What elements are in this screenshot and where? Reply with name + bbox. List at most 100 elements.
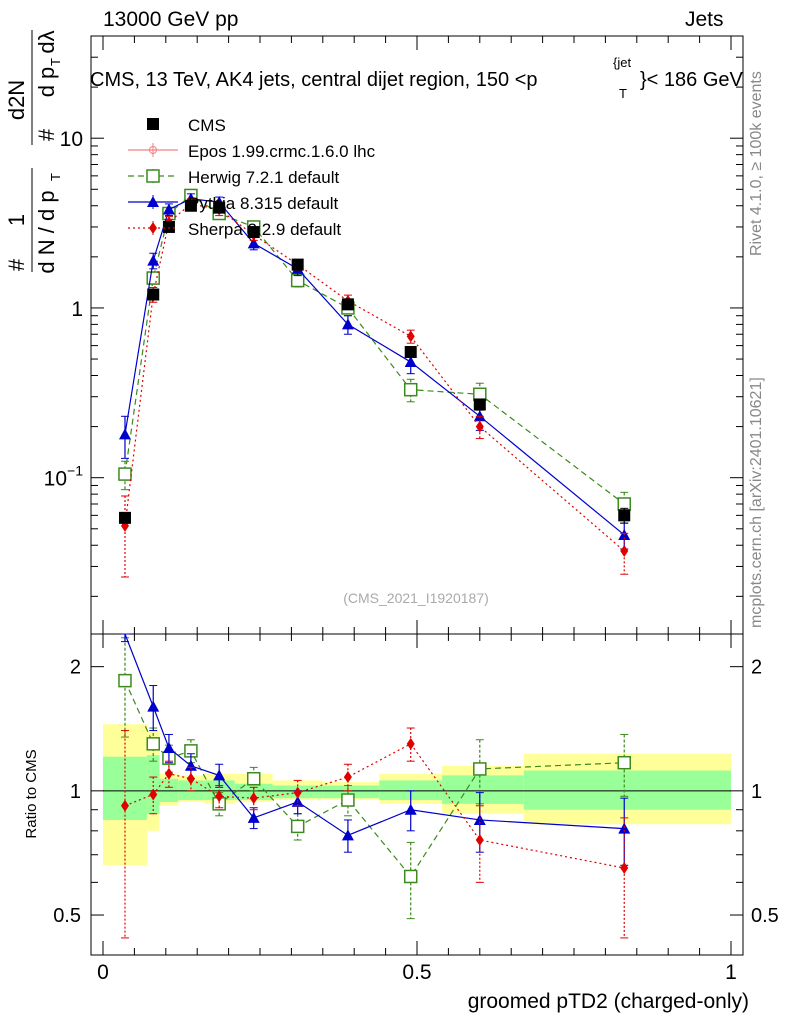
- main-series-pythia: [118, 192, 631, 550]
- legend-entry-herwig: Herwig 7.2.1 default: [128, 168, 339, 187]
- main-point-pythia: [247, 237, 260, 249]
- ratio-point-sherpa: [293, 786, 302, 799]
- ratio-xtick-label: 0: [97, 961, 109, 984]
- main-line-sherpa: [124, 203, 625, 552]
- main-point-data: [291, 258, 304, 271]
- band-inner-7: [322, 785, 380, 799]
- plot-title-sub: T: [619, 86, 627, 101]
- ylabel-den2: d p: [34, 67, 59, 98]
- ratio-xtick-label: 1: [725, 961, 737, 984]
- ratio-ytick-label-left: 1: [70, 781, 81, 803]
- ratio-point-herwig: [146, 737, 160, 751]
- legend-marker-pythia: [147, 196, 159, 207]
- legend-label-herwig: Herwig 7.2.1 default: [188, 168, 339, 187]
- main-point-data: [162, 220, 175, 233]
- ratio-point-sherpa: [215, 790, 224, 803]
- ratio-point-herwig: [617, 755, 631, 770]
- ylabel-den1: d N / d p: [34, 190, 59, 273]
- main-point-pythia: [118, 428, 131, 440]
- ratio-xtick-label: 0.5: [402, 961, 431, 984]
- main-point-data: [341, 298, 354, 311]
- main-point-data: [147, 288, 160, 301]
- legend-entry-epos: Epos 1.99.crmc.1.6.0 lhc: [128, 142, 376, 161]
- plot-title-end: }< 186 GeV: [640, 69, 744, 91]
- ylabel-sub2: T: [48, 58, 63, 66]
- legend-marker-sherpa: [149, 222, 157, 234]
- ratio-point-herwig: [341, 793, 355, 807]
- ratio-ytick-label-right: 2: [751, 657, 762, 679]
- ratio-point-pythia: [247, 811, 260, 823]
- main-point-sherpa: [620, 544, 629, 557]
- main-point-data: [247, 226, 260, 239]
- ylabel-sub1: T: [48, 173, 63, 181]
- ratio-point-pythia: [147, 700, 160, 712]
- ratio-point-sherpa: [620, 862, 629, 875]
- main-point-herwig: [403, 382, 418, 397]
- ratio-point-herwig: [473, 762, 487, 776]
- legend-entry-sherpa: Sherpa 2.2.9 default: [128, 220, 341, 239]
- main-ytick-exponent: −1: [67, 463, 83, 479]
- legend-entry-pythia: Pythia 8.315 default: [128, 194, 339, 213]
- ratio-point-sherpa: [343, 771, 352, 784]
- ylabel-den2b: dλ: [34, 30, 59, 53]
- ylabel-mid2: #: [34, 128, 59, 141]
- ratio-series-sherpa: [120, 727, 629, 939]
- ratio-ytick-label-right: 1: [751, 781, 762, 803]
- legend-label-epos: Epos 1.99.crmc.1.6.0 lhc: [188, 142, 376, 161]
- ratio-point-sherpa: [186, 772, 195, 785]
- ratio-point-pythia: [213, 769, 226, 781]
- main-ytick-label: 10: [60, 128, 83, 151]
- plot-title-sup: {jet: [613, 55, 631, 70]
- main-point-data: [184, 199, 197, 212]
- band-inner-3: [178, 780, 204, 801]
- ratio-y-axis-label: Ratio to CMS: [23, 749, 40, 838]
- ratio-ytick-label-right: 0.5: [751, 905, 779, 927]
- main-point-pythia: [341, 318, 354, 330]
- x-axis-label: groomed pTD2 (charged-only): [468, 990, 749, 1013]
- main-ytick-label: 10: [44, 468, 67, 491]
- analysis-watermark: (CMS_2021_I1920187): [343, 590, 489, 606]
- ratio-point-sherpa: [120, 799, 129, 812]
- ratio-ytick-label-left: 2: [70, 657, 81, 679]
- main-ytick-label: 1: [71, 298, 83, 321]
- main-point-data: [404, 346, 417, 359]
- band-inner-10: [523, 770, 731, 810]
- ylabel-num1: 1: [4, 214, 29, 226]
- band-inner-9: [442, 775, 524, 804]
- ratio-point-pythia: [341, 829, 354, 841]
- ratio-point-sherpa: [164, 767, 173, 780]
- ratio-point-sherpa: [149, 788, 158, 801]
- ratio-point-pythia: [618, 822, 631, 834]
- main-point-data: [118, 511, 131, 524]
- main-point-herwig: [290, 273, 305, 288]
- data-series: [118, 188, 631, 939]
- legend-label-data: CMS: [188, 116, 226, 135]
- main-series-sherpa: [120, 197, 629, 578]
- main-point-sherpa: [406, 330, 415, 343]
- legend-marker-data: [147, 118, 159, 130]
- ratio-point-sherpa: [406, 737, 415, 750]
- main-point-data: [213, 201, 226, 214]
- legend-label-pythia: Pythia 8.315 default: [188, 194, 339, 213]
- axes-ticks: [91, 35, 743, 955]
- ratio-point-herwig: [246, 771, 261, 786]
- ratio-point-pythia: [404, 803, 417, 815]
- main-point-herwig: [146, 271, 160, 285]
- ylabel-mid1: #: [4, 258, 29, 271]
- category-label: Jets: [685, 8, 724, 31]
- main-line-herwig: [124, 194, 625, 505]
- ratio-point-herwig: [290, 819, 305, 834]
- main-series-data: [118, 199, 631, 524]
- band-inner-1: [146, 755, 160, 814]
- ratio-series-pythia: [120, 633, 631, 866]
- ratio-uncertainty-bands: [103, 724, 731, 866]
- legend-marker-herwig: [146, 169, 160, 183]
- main-point-pythia: [404, 356, 417, 368]
- main-point-data: [473, 398, 486, 411]
- legend-label-sherpa: Sherpa 2.2.9 default: [188, 220, 341, 239]
- band-inner-8: [379, 780, 443, 801]
- ratio-point-sherpa: [475, 834, 484, 847]
